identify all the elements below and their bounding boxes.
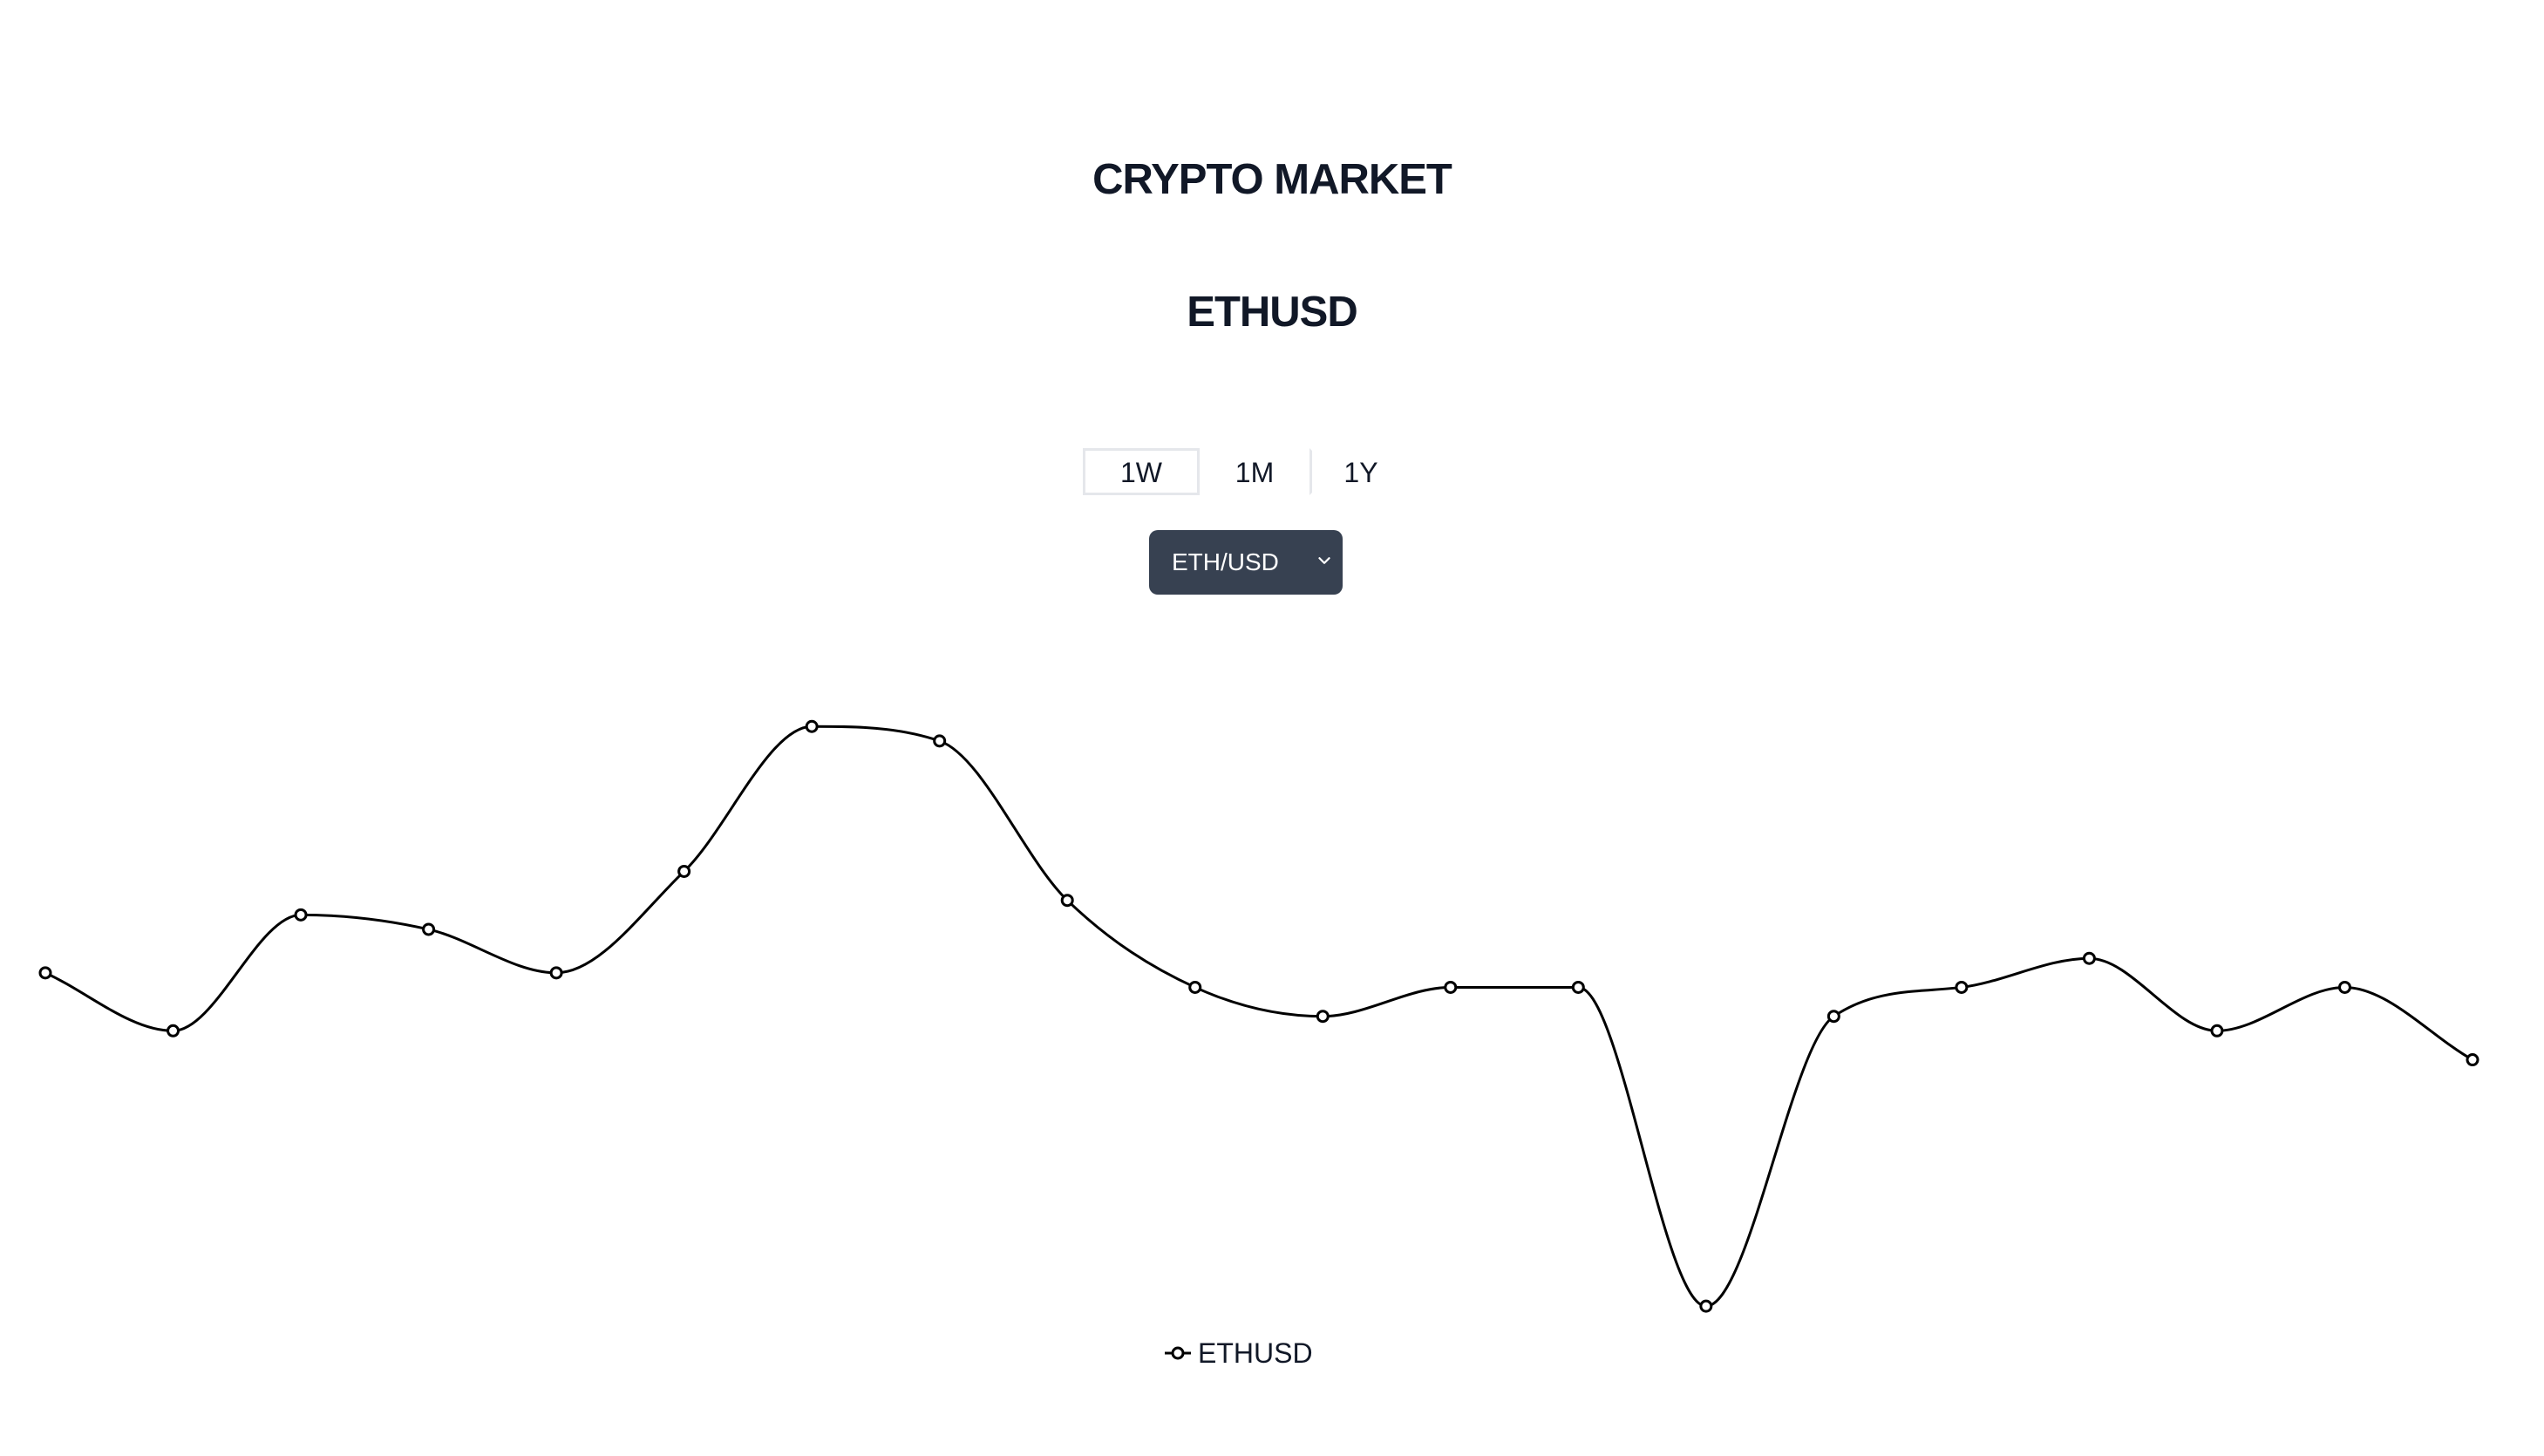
data-point[interactable]: [1826, 1010, 1840, 1024]
data-point[interactable]: [1188, 980, 1202, 994]
data-point[interactable]: [677, 864, 691, 878]
chevron-down-icon: [1318, 557, 1330, 564]
data-point[interactable]: [422, 922, 436, 936]
data-point[interactable]: [167, 1024, 180, 1038]
data-point[interactable]: [805, 719, 819, 733]
chart-legend: ETHUSD: [1165, 1336, 1313, 1371]
range-tab-1m[interactable]: 1M: [1235, 457, 1275, 488]
app-title: CRYPTO MARKET: [1092, 156, 1452, 203]
range-tab-1w[interactable]: 1W: [1083, 448, 1200, 495]
pair-title: ETHUSD: [1187, 289, 1357, 336]
series-line-ethusd: [44, 725, 2473, 1308]
legend-line-marker-icon: [1165, 1346, 1191, 1360]
data-point[interactable]: [2210, 1024, 2224, 1038]
data-point[interactable]: [2466, 1053, 2479, 1067]
data-point[interactable]: [1316, 1010, 1330, 1024]
pair-select-value: ETH/USD: [1172, 548, 1279, 575]
data-point[interactable]: [2082, 951, 2096, 965]
data-point[interactable]: [1955, 980, 1969, 994]
data-point[interactable]: [38, 966, 52, 980]
data-point[interactable]: [2337, 980, 2351, 994]
data-point[interactable]: [1699, 1299, 1713, 1313]
data-point[interactable]: [294, 908, 308, 922]
range-tab-1y[interactable]: 1Y: [1309, 448, 1412, 495]
data-point[interactable]: [933, 734, 947, 748]
legend-label: ETHUSD: [1198, 1337, 1313, 1369]
data-point[interactable]: [1060, 894, 1074, 908]
data-point[interactable]: [1571, 980, 1585, 994]
range-tabs: 1W 1M 1Y: [1083, 448, 1412, 495]
data-point[interactable]: [549, 966, 563, 980]
data-point[interactable]: [1444, 980, 1458, 994]
pair-select[interactable]: ETH/USD: [1149, 530, 1343, 595]
